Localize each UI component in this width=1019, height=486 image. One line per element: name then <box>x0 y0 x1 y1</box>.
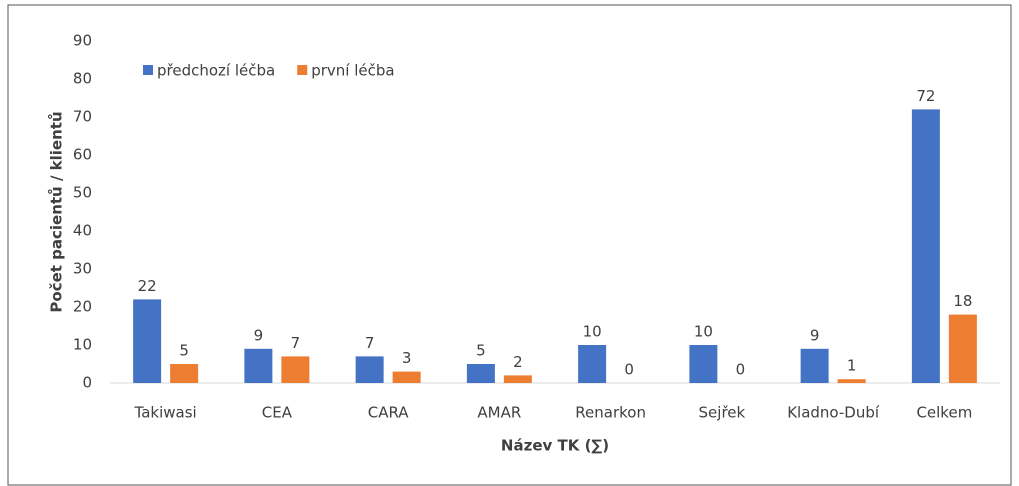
data-label: 22 <box>138 277 157 295</box>
y-tick-label: 70 <box>73 108 92 126</box>
data-label: 1 <box>847 357 857 375</box>
legend-label: předchozí léčba <box>157 62 275 80</box>
legend-swatch <box>297 65 308 75</box>
data-label: 3 <box>402 349 412 367</box>
bar <box>837 379 866 383</box>
data-label: 10 <box>694 323 713 341</box>
bar <box>133 299 162 383</box>
bar <box>392 371 421 383</box>
data-label: 18 <box>953 292 972 310</box>
bar <box>355 356 384 383</box>
data-label: 10 <box>583 323 602 341</box>
x-tick-label: AMAR <box>477 404 521 422</box>
y-tick-label: 10 <box>73 336 92 354</box>
y-tick-label: 20 <box>73 298 92 316</box>
bar <box>244 348 273 383</box>
x-tick-label: Kladno-Dubí <box>787 404 880 422</box>
data-label: 9 <box>810 326 820 344</box>
legend-swatch <box>143 65 153 75</box>
bar <box>281 356 310 383</box>
data-label: 0 <box>736 361 746 379</box>
x-axis-label: Název TK (∑) <box>501 437 609 455</box>
x-tick-label: Celkem <box>916 404 972 422</box>
bar <box>800 348 829 383</box>
x-tick-label: CARA <box>368 404 410 422</box>
bar <box>948 314 977 383</box>
data-label: 72 <box>916 87 935 105</box>
x-tick-label: Takiwasi <box>134 404 197 422</box>
y-tick-label: 0 <box>82 374 92 392</box>
data-label: 9 <box>254 326 264 344</box>
x-tick-label: CEA <box>262 404 293 422</box>
y-tick-label: 30 <box>73 260 92 278</box>
bar <box>503 375 532 383</box>
y-tick-label: 40 <box>73 222 92 240</box>
bar <box>578 345 607 383</box>
data-label: 0 <box>624 361 634 379</box>
bar <box>170 364 199 383</box>
y-tick-label: 90 <box>73 32 92 50</box>
data-label: 5 <box>476 342 486 360</box>
x-tick-label: Renarkon <box>575 404 646 422</box>
data-label: 5 <box>179 342 189 360</box>
data-label: 7 <box>291 334 301 352</box>
legend-label: první léčba <box>311 62 394 80</box>
x-tick-label: Sejřek <box>699 404 746 422</box>
data-label: 2 <box>513 353 523 371</box>
bar <box>911 109 940 384</box>
bar <box>466 364 495 383</box>
y-axis-label: Počet pacientů / klientů <box>48 111 66 312</box>
bar <box>689 345 718 383</box>
y-tick-label: 80 <box>73 70 92 88</box>
data-label: 7 <box>365 334 375 352</box>
y-tick-label: 50 <box>73 184 92 202</box>
y-tick-label: 60 <box>73 146 92 164</box>
chart-frame <box>7 4 1012 486</box>
